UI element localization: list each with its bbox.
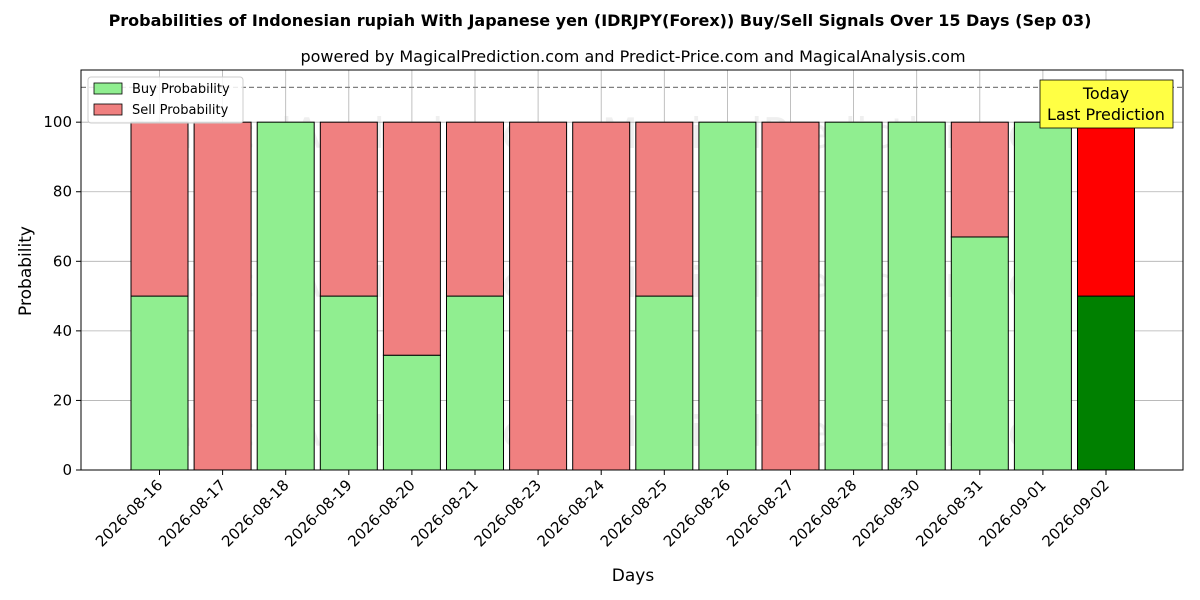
legend-label-sell: Sell Probability [132, 103, 229, 118]
bar-buy [446, 295, 504, 471]
chart-title: Probabilities of Indonesian rupiah With … [109, 11, 1092, 30]
bar-sell [761, 121, 820, 471]
bar-buy [1013, 121, 1072, 471]
x-tick-label: 2026-08-18 [218, 476, 292, 550]
y-axis-label: Probability [16, 226, 36, 316]
annotation-line-2: Last Prediction [1047, 105, 1165, 124]
legend-swatch-buy [93, 82, 123, 95]
bar-sell [635, 121, 694, 297]
bar-buy [382, 354, 441, 471]
bar-buy [1077, 295, 1135, 471]
bar-buy [319, 295, 378, 471]
annotation-line-1: Today [1082, 84, 1129, 103]
x-tick-label: 2026-08-17 [155, 476, 229, 550]
bar-sell [572, 121, 631, 471]
bar-buy [887, 121, 946, 471]
bar-buy [824, 121, 883, 471]
axes [76, 69, 1184, 475]
x-tick-label: 2026-08-26 [660, 476, 734, 550]
legend-label-buy: Buy Probability [132, 82, 230, 97]
bar-sell [950, 121, 1009, 238]
chart-subtitle: powered by MagicalPrediction.com and Pre… [300, 47, 965, 66]
x-tick-label: 2026-08-23 [471, 476, 545, 550]
bar-sell [446, 121, 504, 297]
y-tick-label: 80 [53, 183, 72, 201]
bar-buy [256, 121, 315, 471]
x-tick-label: 2026-08-19 [281, 476, 355, 550]
y-tick-label: 100 [43, 113, 72, 131]
x-tick-label: 2026-08-30 [849, 476, 923, 550]
bar-sell [319, 121, 378, 297]
x-tick-label: 2026-08-27 [723, 476, 797, 550]
x-tick-label: 2026-08-21 [407, 476, 481, 550]
x-tick-label: 2026-08-31 [912, 476, 986, 550]
x-tick-label: 2026-09-02 [1038, 476, 1112, 550]
bars [130, 121, 1135, 471]
bar-sell [382, 121, 441, 356]
x-tick-label: 2026-08-20 [344, 476, 418, 550]
x-tick-label: 2026-08-25 [597, 476, 671, 550]
x-tick-label: 2026-08-24 [534, 476, 608, 550]
legend-frame [87, 76, 244, 124]
bar-sell [193, 121, 252, 471]
bar-buy [698, 121, 757, 471]
y-tick-label: 0 [62, 461, 72, 479]
bar-sell [130, 121, 189, 297]
x-axis-label: Days [612, 566, 655, 586]
bar-sell [1077, 121, 1135, 297]
legend-swatch-sell [93, 103, 123, 116]
today-annotation: Today Last Prediction [1039, 79, 1174, 129]
legend: Buy Probability Sell Probability [87, 76, 244, 124]
bar-buy [130, 295, 189, 471]
x-tick-label: 2026-08-28 [786, 476, 860, 550]
bar-sell [509, 121, 568, 471]
plot-frame [80, 69, 1184, 471]
y-tick-label: 20 [53, 391, 72, 409]
y-tick-label: 60 [53, 252, 72, 270]
bar-buy [950, 236, 1009, 471]
annotation-box [1039, 79, 1174, 129]
bar-buy [635, 295, 694, 471]
y-tick-label: 40 [53, 322, 72, 340]
x-tick-label: 2026-09-01 [975, 476, 1049, 550]
x-tick-label: 2026-08-16 [92, 476, 166, 550]
